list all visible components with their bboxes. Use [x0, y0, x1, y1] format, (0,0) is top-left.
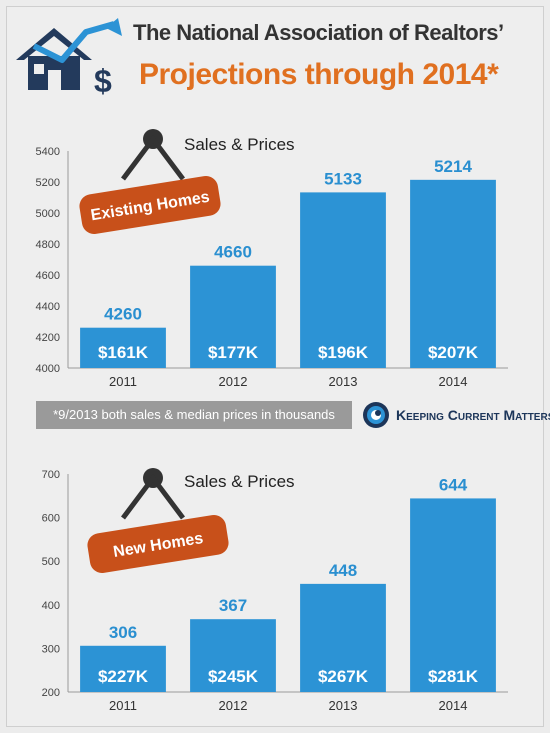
y-tick-label: 4400 — [36, 301, 60, 313]
chart-existing-homes: 4000 4200 4400 4600 4800 5000 5200 5400 4260 $161… — [36, 129, 508, 389]
y-tick-label: 4200 — [36, 332, 60, 344]
house-icon — [16, 28, 92, 90]
bar-value-label: 306 — [109, 623, 137, 642]
chart-title: Sales & Prices — [184, 135, 295, 154]
bar — [80, 645, 166, 692]
y-tick-label: 600 — [42, 513, 60, 525]
footnote: *9/2013 both sales & median prices in th… — [36, 401, 352, 429]
bar-value-label: 367 — [219, 596, 247, 615]
bar-price-label: $227K — [98, 667, 149, 686]
title-line2: Projections through 2014* — [139, 58, 499, 91]
bar-price-label: $196K — [318, 343, 369, 362]
dollar-icon: $ — [94, 63, 112, 99]
y-tick-label: 4800 — [36, 239, 60, 251]
category-tag: Existing Homes — [79, 176, 221, 234]
arrow-up-icon — [32, 18, 122, 63]
x-tick-label: 2013 — [329, 374, 358, 389]
bar-value-label: 5133 — [324, 169, 362, 188]
bar — [410, 498, 496, 692]
x-tick-label: 2014 — [439, 374, 468, 389]
bar — [190, 619, 276, 692]
x-tick-label: 2011 — [109, 374, 137, 389]
bar — [300, 192, 386, 368]
bar — [410, 179, 496, 368]
y-tick-label: 400 — [42, 600, 60, 612]
brand-name: Keeping Current Matters — [396, 407, 550, 423]
x-tick-label: 2014 — [439, 698, 468, 713]
y-tick-label: 4600 — [36, 270, 60, 282]
x-tick-label: 2011 — [109, 698, 137, 713]
bar-price-label: $177K — [208, 343, 259, 362]
bar-price-label: $161K — [98, 343, 149, 362]
brand: Keeping Current Matters — [362, 401, 550, 429]
y-tick-label: 4000 — [36, 363, 60, 375]
y-tick-label: 5400 — [36, 146, 60, 158]
y-tick-label: 700 — [42, 469, 60, 481]
hanger-icon — [121, 468, 185, 520]
y-tick-label: 500 — [42, 556, 60, 568]
bar-price-label: $245K — [208, 667, 259, 686]
bar-value-label: 448 — [329, 561, 357, 580]
bar-value-label: 4660 — [214, 243, 252, 262]
category-tag: New Homes — [87, 515, 229, 573]
hanger-icon — [121, 129, 185, 181]
bar — [300, 583, 386, 692]
x-tick-label: 2013 — [329, 698, 358, 713]
bar-value-label: 644 — [439, 475, 468, 494]
bar-price-label: $281K — [428, 667, 479, 686]
bar-value-label: 4260 — [104, 305, 142, 324]
y-tick-label: 5200 — [36, 177, 60, 189]
bar-price-label: $207K — [428, 343, 479, 362]
bar-value-label: 5214 — [434, 157, 472, 176]
chart-new-homes: 200 300 400 500 600 700 306 $227K 2011 367 $245K 20… — [42, 468, 508, 713]
bar-price-label: $267K — [318, 667, 369, 686]
x-tick-label: 2012 — [219, 698, 248, 713]
title-line1: The National Association of Realtors’ — [133, 20, 504, 45]
chart-title: Sales & Prices — [184, 472, 295, 491]
logo: $ — [16, 18, 122, 99]
bar — [80, 327, 166, 368]
y-tick-label: 200 — [42, 687, 60, 699]
y-tick-label: 5000 — [36, 208, 60, 220]
y-tick-label: 300 — [42, 643, 60, 655]
kcm-logo-icon — [363, 402, 389, 428]
x-tick-label: 2012 — [219, 374, 248, 389]
bar — [190, 265, 276, 368]
